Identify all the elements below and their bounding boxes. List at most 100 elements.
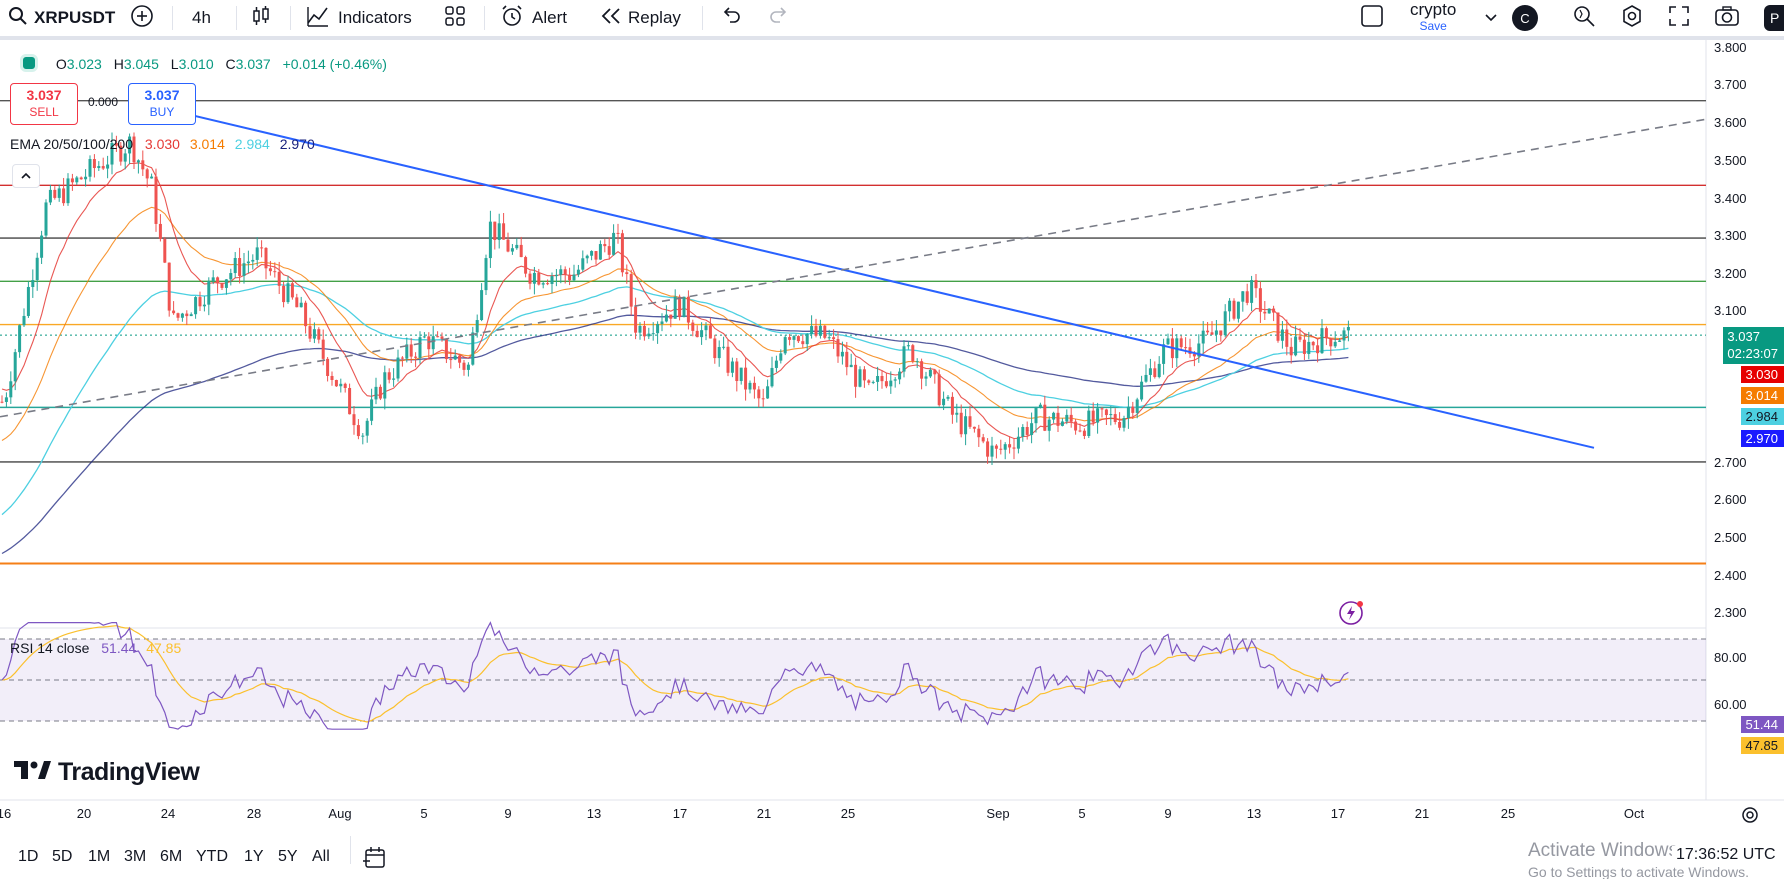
candle-body [497,223,501,241]
candle-body [700,330,704,338]
candle-body [906,345,910,347]
candle-body [902,346,906,372]
candle-body [396,357,400,379]
candle-body [598,244,602,260]
range-5d-button[interactable]: 5D [52,848,73,865]
candle-body [1047,419,1051,431]
rsi-legend: RSI 14 close 51.44 47.85 [10,640,181,656]
candle-body [1030,423,1034,435]
range-5y-button[interactable]: 5Y [278,848,298,865]
candle-body [722,346,726,348]
candle-body [53,189,57,198]
range-1d-button[interactable]: 1D [18,848,39,865]
time-tick: 21 [756,806,772,821]
rsi-title[interactable]: RSI 14 close [10,640,90,656]
candle-body [128,136,132,154]
candle-body [97,166,101,169]
replay-button[interactable]: Replay [600,0,681,36]
candle-body [647,333,651,337]
candle-body [1096,408,1100,423]
alert-button[interactable]: Alert [500,0,567,36]
axis-settings-button[interactable] [1740,805,1760,830]
candle-body [629,274,633,307]
ema-title[interactable]: EMA 20/50/100/200 [10,136,133,152]
range-all-button[interactable]: All [312,848,330,865]
candle-body [889,380,893,387]
candle-body [202,304,206,307]
range-6m-button[interactable]: 6M [160,848,183,865]
candle-body [546,283,550,285]
chart-type-button[interactable] [250,0,272,36]
candle-body [1109,414,1113,416]
candle-body [224,279,228,288]
redo-button[interactable] [768,0,790,36]
range-1y-button[interactable]: 1Y [244,848,264,865]
time-tick: 24 [160,806,176,821]
layout-menu[interactable]: crypto Save [1410,0,1456,36]
candle-body [150,176,154,179]
layout-dropdown[interactable] [1484,0,1498,36]
layout-checkbox[interactable] [1360,0,1384,36]
change-value: +0.014 (+0.46%) [282,56,387,72]
goto-date-button[interactable] [362,846,388,875]
candle-body [590,251,594,256]
range-ytd-button[interactable]: YTD [196,848,228,865]
candle-body [898,371,902,380]
candle-body [770,367,774,387]
candle-body [40,235,44,258]
rsi-ma-line [1,625,1349,723]
candle-body [1250,280,1254,303]
visibility-dot[interactable] [20,54,38,72]
templates-button[interactable] [444,0,466,36]
bottom-toolbar [0,840,1784,879]
compare-symbol-button[interactable] [130,0,154,36]
candle-body [1184,347,1188,349]
candle-body [515,244,519,249]
ohlc-legend: O3.023 H3.045 L3.010 C3.037 +0.014 (+0.4… [20,54,387,72]
candle-body [827,337,831,339]
candle-body [348,387,352,415]
candle-body [79,177,83,180]
snapshot-button[interactable] [1714,0,1740,36]
layout-name: crypto [1410,0,1457,19]
candle-body [57,188,61,198]
ema100-axis-label: 2.984 [1741,408,1784,425]
fullscreen-button[interactable] [1668,0,1690,36]
range-1m-button[interactable]: 1M [88,848,111,865]
undo-button[interactable] [720,0,742,36]
candle-body [884,381,888,387]
collapse-legend-button[interactable] [12,164,40,188]
profile-button[interactable]: P [1764,0,1784,36]
tradingview-watermark[interactable]: TradingView [14,758,200,787]
rsi-tick: 60.00 [1714,697,1747,712]
lightning-indicator[interactable] [1338,598,1366,631]
candle-body [625,272,629,275]
symbol-search-button[interactable]: XRPUSDT [8,0,115,36]
sell-button[interactable]: 3.037 SELL [10,83,78,125]
candle-body [779,353,783,361]
candle-body [744,367,748,390]
candle-body [1320,328,1324,354]
candle-body [295,297,299,308]
candle-body [1329,338,1333,347]
candle-body [788,337,792,340]
candle-body [876,376,880,382]
candle-body [339,383,343,387]
settings-button[interactable] [1620,0,1644,36]
buy-button[interactable]: 3.037 BUY [128,83,196,125]
candle-body [585,255,589,259]
indicators-button[interactable]: Indicators [306,0,412,36]
quick-search-button[interactable] [1572,0,1596,36]
user-avatar[interactable]: C [1512,0,1538,36]
candle-body [946,396,950,399]
time-tick: 25 [1500,806,1516,821]
interval-button[interactable]: 4h [192,8,211,27]
time-tick: 17 [1330,806,1346,821]
clock-timezone[interactable]: 17:36:52 UTC [1672,846,1776,864]
candle-body [955,412,959,415]
range-3m-button[interactable]: 3M [124,848,147,865]
chart-canvas[interactable] [0,40,1784,840]
candle-body [832,337,836,340]
candle-body [1316,345,1320,354]
candle-body [708,325,712,339]
